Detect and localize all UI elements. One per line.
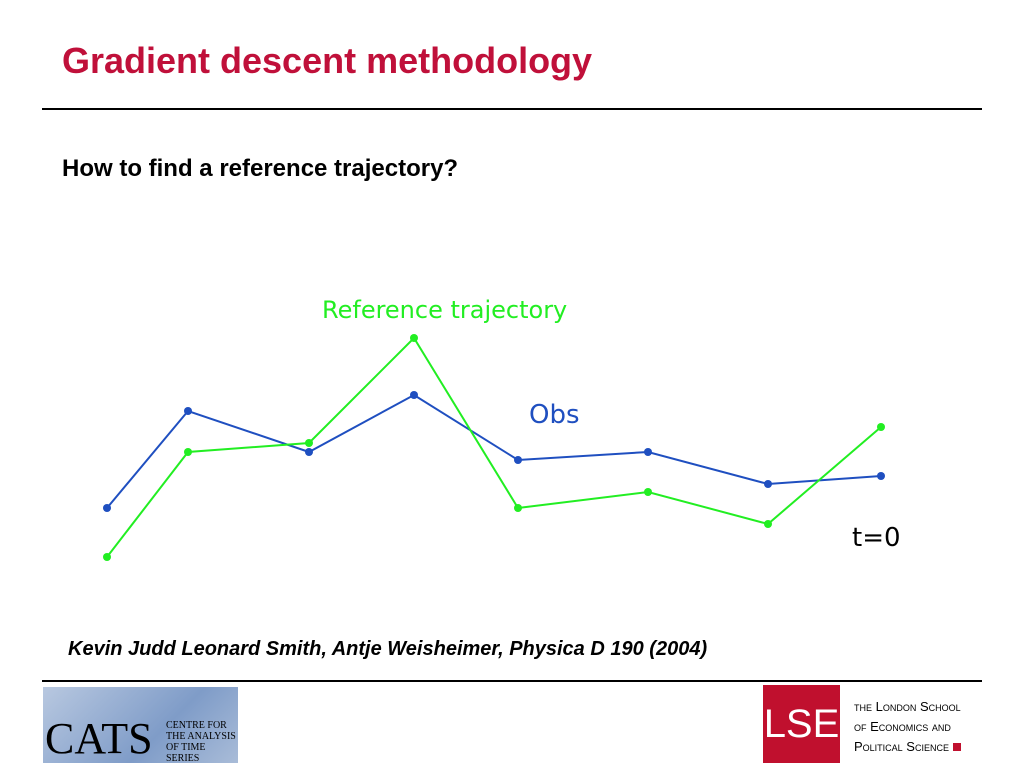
slide-title: Gradient descent methodology (62, 40, 593, 81)
cats-caption-line: OF TIME SERIES (166, 742, 206, 764)
reference-label: Reference trajectory (322, 296, 567, 324)
lse-caption-line: of Economics and (854, 719, 951, 734)
lse-caption-text: Political Science (854, 739, 949, 754)
cats-logo: CATS CENTRE FOR THE ANALYSIS OF TIME SER… (43, 687, 238, 764)
cats-wordmark: CATS (45, 714, 153, 763)
subtitle: How to find a reference trajectory? (62, 155, 459, 182)
obs-points (103, 391, 885, 512)
citation: Kevin Judd Leonard Smith, Antje Weisheim… (68, 638, 708, 660)
cats-caption-line: THE ANALYSIS (166, 731, 236, 742)
reference-line (106, 336, 882, 558)
footer-rule (42, 680, 982, 682)
reference-points (103, 334, 885, 561)
lse-logo: LSE (763, 685, 840, 763)
time-label: t=0 (852, 523, 901, 553)
obs-line (106, 393, 882, 509)
lse-caption-line: the London School (854, 699, 961, 714)
lse-caption-line: Political Science (854, 737, 961, 757)
title-rule (42, 108, 982, 110)
lse-caption: the London School of Economics and Polit… (854, 697, 961, 757)
lse-square (952, 743, 961, 751)
cats-caption: CENTRE FOR THE ANALYSIS OF TIME SERIES (166, 720, 238, 764)
cats-caption-line: CENTRE FOR (166, 720, 227, 731)
obs-label: Obs (529, 400, 580, 430)
